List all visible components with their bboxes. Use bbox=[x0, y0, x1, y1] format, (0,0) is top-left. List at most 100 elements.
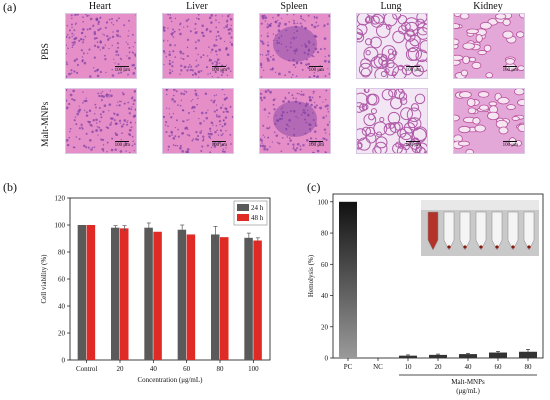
scale-bar: 100 μm bbox=[309, 65, 324, 73]
y-tick-label: 0 bbox=[62, 357, 66, 365]
y-tick-label: 100 bbox=[318, 198, 329, 206]
histology-image-pbs-heart: 100 μm bbox=[65, 13, 137, 79]
tube bbox=[427, 211, 439, 251]
x-tick-label: 100 bbox=[248, 365, 259, 373]
bar-48h bbox=[220, 237, 229, 360]
bar-24h bbox=[144, 227, 153, 360]
y-axis-title: Cell viability (%) bbox=[40, 254, 48, 304]
legend: 24 h 48 h bbox=[233, 200, 268, 226]
bar-40 bbox=[459, 354, 477, 358]
y-tick-label: 120 bbox=[55, 195, 66, 203]
y-tick-label: 20 bbox=[321, 323, 329, 331]
x-tick-label: 40 bbox=[150, 365, 158, 373]
scale-bar: 100 μm bbox=[115, 140, 130, 148]
scale-bar: 100 μm bbox=[406, 140, 421, 148]
scale-bar: 100 μm bbox=[309, 140, 324, 148]
x-tick-label: PC bbox=[344, 363, 353, 371]
tube bbox=[475, 211, 487, 251]
x-axis-title: (μg/mL) bbox=[456, 387, 480, 395]
scale-bar: 100 μm bbox=[212, 65, 227, 73]
scale-bar: 100 μm bbox=[406, 65, 421, 73]
histology-image-malt-mnps-heart: 100 μm bbox=[65, 88, 137, 154]
histology-image-pbs-spleen: 100 μm bbox=[259, 13, 331, 79]
column-title-liver: Liver bbox=[186, 1, 208, 12]
bar-PC bbox=[339, 201, 357, 358]
legend-label: 48 h bbox=[251, 214, 264, 222]
y-tick-label: 60 bbox=[321, 261, 329, 269]
y-tick-label: 80 bbox=[58, 249, 66, 257]
histology-image-pbs-liver: 100 μm bbox=[162, 13, 234, 79]
tube-pellet bbox=[527, 245, 531, 249]
column-title-kidney: Kidney bbox=[473, 1, 503, 12]
scale-bar: 100 μm bbox=[212, 140, 227, 148]
bar-80 bbox=[519, 351, 537, 358]
row-title-malt-mnps: Malt-MNPs bbox=[41, 101, 51, 147]
y-axis-title: Hemolysis (%) bbox=[307, 254, 315, 297]
y-tick-label: 0 bbox=[325, 355, 329, 363]
x-tick-label: 40 bbox=[465, 363, 473, 371]
legend-swatch bbox=[237, 214, 249, 221]
legend-swatch bbox=[237, 204, 249, 211]
tube bbox=[443, 211, 455, 251]
histology-image-pbs-lung: 100 μm bbox=[356, 13, 428, 79]
tube-pellet bbox=[495, 245, 499, 249]
histology-image-malt-mnps-liver: 100 μm bbox=[162, 88, 234, 154]
y-tick-label: 20 bbox=[58, 330, 66, 338]
tube bbox=[507, 211, 519, 251]
histology-image-malt-mnps-lung: 100 μm bbox=[356, 88, 428, 154]
y-tick-label: 40 bbox=[58, 303, 66, 311]
column-title-heart: Heart bbox=[88, 1, 112, 12]
legend-label: 24 h bbox=[251, 204, 264, 212]
cell-viability-chart: 0 20 40 60 80 100 120 Control 20 40 60 80 100 Concent… bbox=[40, 195, 271, 384]
tube-pellet bbox=[479, 245, 483, 249]
bar-24h bbox=[111, 227, 120, 360]
y-tick-label: 40 bbox=[321, 292, 329, 300]
panel-b-label: (b) bbox=[3, 180, 17, 194]
bar-24h bbox=[244, 237, 253, 360]
tubes-photo-inset bbox=[421, 200, 539, 256]
x-tick-label: 20 bbox=[435, 363, 443, 371]
bar-24h bbox=[211, 234, 220, 360]
bar-48h bbox=[186, 234, 196, 360]
bar-48h bbox=[120, 228, 129, 360]
y-tick-label: 80 bbox=[321, 230, 329, 238]
tube-pellet bbox=[511, 245, 515, 249]
scale-bar: 100 μm bbox=[503, 65, 518, 73]
column-title-spleen: Spleen bbox=[280, 1, 308, 12]
x-tick-label: NC bbox=[373, 363, 383, 371]
x-axis-title: Concentration (μg/mL) bbox=[138, 376, 204, 384]
tube bbox=[491, 211, 503, 251]
scale-bar: 100 μm bbox=[115, 65, 130, 73]
tube bbox=[523, 211, 535, 251]
scale-bar: 100 μm bbox=[503, 140, 518, 148]
tube bbox=[459, 211, 471, 251]
bar-24h bbox=[77, 225, 87, 360]
y-tick-label: 100 bbox=[55, 222, 66, 230]
bar-20 bbox=[429, 354, 447, 358]
panel-c-label: (c) bbox=[307, 180, 321, 194]
x-tick-label: 80 bbox=[525, 363, 533, 371]
row-title-pbs: PBS bbox=[41, 43, 51, 60]
x-tick-label: 80 bbox=[217, 365, 225, 373]
x-tick-label: 20 bbox=[117, 365, 125, 373]
histology-image-pbs-kidney: 100 μm bbox=[453, 13, 525, 79]
bar-48h bbox=[253, 240, 262, 360]
x-axis-title: Malt-MNPs bbox=[451, 378, 485, 386]
histology-image-malt-mnps-spleen: 100 μm bbox=[259, 88, 331, 154]
hemolysis-chart: 0 20 40 60 80 100 PC NC 10 20 40 60 80 Malt-MNPs(μg/m… bbox=[307, 193, 544, 395]
x-tick-label: Control bbox=[76, 365, 97, 373]
tube-pellet bbox=[463, 245, 467, 249]
bar-24h bbox=[177, 229, 187, 360]
tube-pellet bbox=[447, 245, 451, 249]
bar-10 bbox=[399, 355, 417, 358]
bar-48h bbox=[86, 225, 96, 360]
y-tick-label: 60 bbox=[58, 276, 66, 284]
x-tick-label: 60 bbox=[495, 363, 503, 371]
panel-a-label: (a) bbox=[3, 0, 17, 14]
histology-image-malt-mnps-kidney: 100 μm bbox=[453, 88, 525, 154]
column-title-lung: Lung bbox=[380, 1, 402, 12]
bar-60 bbox=[489, 352, 507, 358]
x-tick-label: 60 bbox=[183, 365, 191, 373]
x-tick-label: 10 bbox=[405, 363, 413, 371]
bar-48h bbox=[153, 231, 162, 360]
